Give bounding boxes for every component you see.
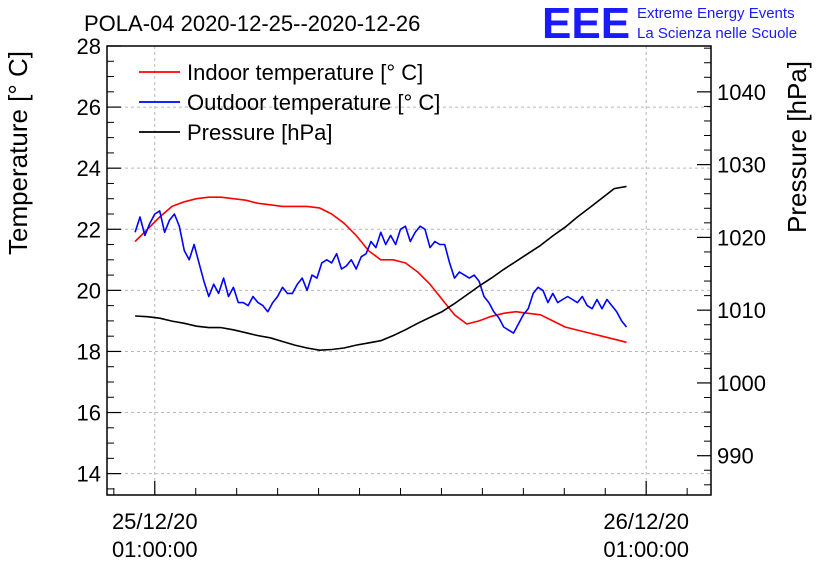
legend-label-2: Outdoor temperature [° C] [187, 90, 440, 115]
x-tick-label-time: 01:00:00 [603, 537, 689, 562]
right-axis: 990 1000 1010 1020 1030 1040 [697, 47, 766, 486]
series-line-2 [134, 210, 628, 334]
left-axis: 14 16 18 20 22 24 26 28 [77, 34, 121, 490]
y-tick-label: 22 [77, 217, 101, 242]
y-tick-label: 20 [77, 278, 101, 303]
series-line-1 [134, 196, 627, 344]
eee-logo: EEE Extreme Energy Events La Scienza nel… [542, 0, 797, 48]
logo-mark: EEE [542, 0, 630, 48]
y2-tick-label: 1030 [717, 153, 766, 178]
y2-tick-label: 1040 [717, 80, 766, 105]
legend-label-3: Pressure [hPa] [187, 120, 333, 145]
y-tick-label: 26 [77, 95, 101, 120]
y-tick-label: 18 [77, 339, 101, 364]
y-tick-label: 24 [77, 156, 101, 181]
series-line-3 [135, 185, 627, 352]
y2-tick-label: 1010 [717, 298, 766, 323]
x-axis: 25/12/2001:00:0026/12/2001:00:0027/12/20… [112, 481, 689, 562]
legend: Indoor temperature [° C] Outdoor temperat… [139, 60, 440, 145]
x-tick-label-date: 26/12/20 [603, 509, 689, 534]
plot-frame [106, 45, 712, 496]
y-tick-label: 14 [77, 462, 101, 487]
y2-axis-title: Pressure [hPa] [782, 61, 812, 233]
x-tick-label-date: 25/12/20 [112, 509, 198, 534]
chart-title: POLA-04 2020-12-25--2020-12-26 [84, 11, 420, 36]
y2-tick-label: 1000 [717, 371, 766, 396]
y-tick-label: 16 [77, 401, 101, 426]
y2-tick-label: 1020 [717, 225, 766, 250]
logo-line2: La Scienza nelle Scuole [637, 25, 797, 42]
x-tick-label-time: 01:00:00 [112, 537, 198, 562]
series-layer [134, 185, 628, 352]
y-tick-label: 28 [77, 34, 101, 59]
y2-tick-label: 990 [717, 444, 754, 469]
legend-label-1: Indoor temperature [° C] [187, 60, 423, 85]
y-axis-title: Temperature [° C] [3, 51, 33, 255]
logo-line1: Extreme Energy Events [637, 5, 795, 22]
